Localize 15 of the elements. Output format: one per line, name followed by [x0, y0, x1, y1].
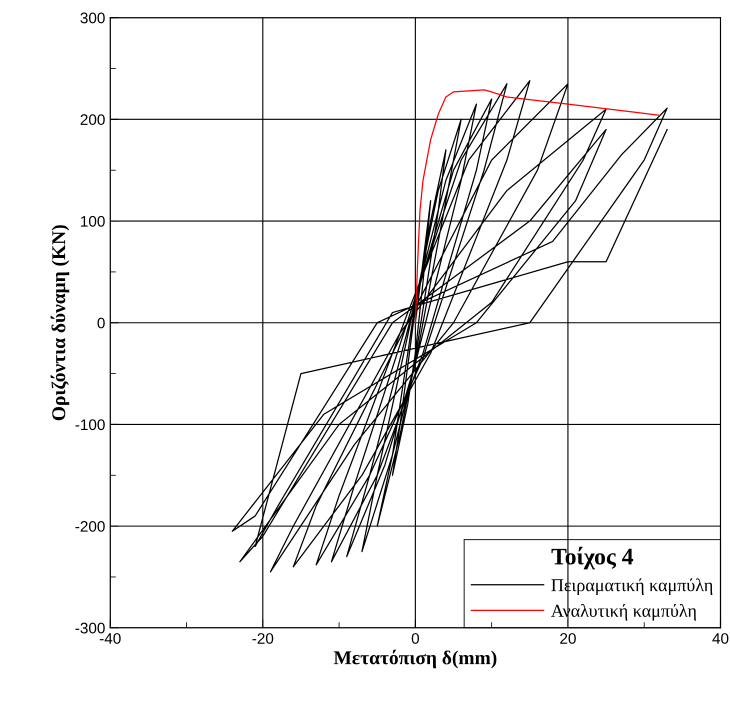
y-tick-label: -300 — [75, 622, 105, 634]
line-series — [414, 89, 660, 324]
y-tick-label: -100 — [75, 419, 105, 430]
x-tick-label: -20 — [252, 633, 274, 644]
x-tick-label: 40 — [712, 633, 728, 644]
y-tick-label: 300 — [80, 12, 105, 24]
y-axis-title: Οριζόντια δύναμη (KN) — [50, 225, 70, 420]
y-tick-label: 200 — [80, 114, 105, 126]
y-tick-label: 0 — [97, 318, 105, 328]
y-tick-label: 100 — [81, 216, 105, 227]
x-tick-label: -40 — [100, 633, 121, 644]
x-axis-title: Μετατόπιση δ(mm) — [334, 650, 496, 668]
x-tick-label: 20 — [560, 633, 576, 644]
x-tick-label: 0 — [412, 633, 420, 644]
y-tick-label: -200 — [75, 520, 105, 532]
